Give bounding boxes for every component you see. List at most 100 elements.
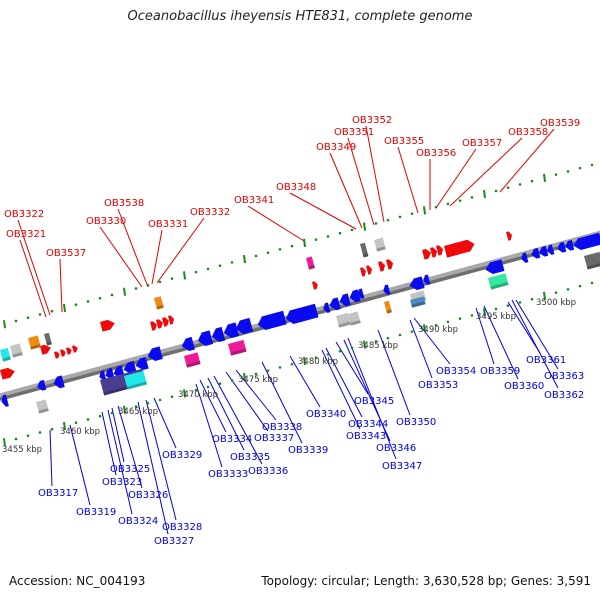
- gene-label-reverse[interactable]: OB3336: [248, 466, 288, 477]
- reverse-gene[interactable]: [134, 356, 149, 372]
- darkgray-gene[interactable]: [360, 242, 369, 258]
- gene-label-forward[interactable]: OB3358: [508, 127, 548, 138]
- reverse-gene[interactable]: [52, 375, 65, 389]
- reverse-gene[interactable]: [538, 245, 549, 258]
- gene-label-forward[interactable]: OB3348: [276, 182, 316, 193]
- steelblue-gene[interactable]: [410, 296, 426, 308]
- forward-gene[interactable]: [312, 281, 319, 290]
- gray-gene[interactable]: [36, 399, 49, 414]
- gene-label-reverse[interactable]: OB3329: [162, 450, 202, 461]
- cyan-gene[interactable]: [124, 370, 147, 390]
- gene-label-reverse[interactable]: OB3324: [118, 516, 158, 527]
- reverse-gene[interactable]: [338, 293, 351, 307]
- forward-gene[interactable]: [422, 248, 432, 260]
- reverse-gene[interactable]: [556, 241, 567, 254]
- forward-gene[interactable]: [162, 316, 170, 327]
- gene-label-forward[interactable]: OB3351: [334, 127, 374, 138]
- gene-label-forward[interactable]: OB3341: [234, 195, 274, 206]
- forward-gene[interactable]: [444, 238, 476, 258]
- gene-label-forward[interactable]: OB3356: [416, 148, 456, 159]
- forward-gene[interactable]: [168, 315, 175, 325]
- gene-label-forward[interactable]: OB3357: [462, 138, 502, 149]
- gene-label-forward[interactable]: OB3538: [104, 198, 144, 209]
- gene-label-reverse[interactable]: OB3317: [38, 488, 78, 499]
- forward-gene[interactable]: [378, 260, 386, 272]
- gene-label-reverse[interactable]: OB3346: [376, 443, 416, 454]
- gene-label-forward[interactable]: OB3331: [148, 219, 188, 230]
- gene-label-reverse[interactable]: OB3337: [254, 433, 294, 444]
- gene-label-forward[interactable]: OB3355: [384, 136, 424, 147]
- forward-gene[interactable]: [360, 267, 367, 277]
- pink-gene[interactable]: [228, 339, 247, 356]
- reverse-gene[interactable]: [356, 288, 365, 299]
- forward-gene[interactable]: [40, 343, 52, 355]
- gene-label-reverse[interactable]: OB3340: [306, 409, 346, 420]
- forward-gene[interactable]: [436, 244, 444, 256]
- forward-gene[interactable]: [72, 345, 79, 353]
- gray-gene[interactable]: [336, 312, 351, 328]
- forward-gene[interactable]: [60, 349, 67, 357]
- reverse-gene[interactable]: [210, 326, 226, 344]
- reverse-gene[interactable]: [322, 302, 331, 313]
- reverse-gene[interactable]: [520, 252, 529, 263]
- gene-label-reverse[interactable]: OB3323: [102, 477, 142, 488]
- green-gene[interactable]: [488, 273, 509, 290]
- gene-label-reverse[interactable]: OB3344: [348, 419, 388, 430]
- reverse-gene[interactable]: [180, 336, 195, 353]
- reverse-gene[interactable]: [572, 232, 600, 252]
- reverse-gene[interactable]: [122, 360, 137, 376]
- forward-gene[interactable]: [150, 320, 158, 331]
- forward-gene[interactable]: [430, 246, 438, 258]
- forward-gene[interactable]: [386, 258, 394, 270]
- cyan-gene[interactable]: [0, 347, 11, 362]
- gene-label-reverse[interactable]: OB3363: [544, 371, 584, 382]
- gene-label-forward[interactable]: OB3330: [86, 216, 126, 227]
- reverse-gene[interactable]: [36, 379, 47, 392]
- reverse-gene[interactable]: [196, 330, 214, 347]
- gene-label-reverse[interactable]: OB3334: [212, 434, 252, 445]
- gray-gene[interactable]: [374, 237, 386, 252]
- reverse-gene[interactable]: [146, 346, 163, 362]
- gene-label-reverse[interactable]: OB3350: [396, 417, 436, 428]
- reverse-gene[interactable]: [0, 394, 9, 407]
- forward-gene[interactable]: [506, 231, 513, 241]
- gene-label-reverse[interactable]: OB3335: [230, 452, 270, 463]
- gene-label-forward[interactable]: OB3352: [352, 115, 392, 126]
- gene-label-reverse[interactable]: OB3360: [504, 381, 544, 392]
- reverse-gene[interactable]: [564, 239, 575, 252]
- gene-label-forward[interactable]: OB3349: [316, 142, 356, 153]
- orange-gene[interactable]: [28, 335, 41, 350]
- orange-gene[interactable]: [153, 296, 164, 310]
- reverse-gene[interactable]: [104, 367, 115, 381]
- gene-label-reverse[interactable]: OB3333: [208, 469, 248, 480]
- gene-label-reverse[interactable]: OB3354: [436, 366, 476, 377]
- gene-label-reverse[interactable]: OB3353: [418, 380, 458, 391]
- reverse-gene[interactable]: [408, 276, 425, 291]
- gray-gene[interactable]: [348, 311, 361, 326]
- gene-label-reverse[interactable]: OB3325: [110, 464, 150, 475]
- forward-gene[interactable]: [100, 318, 116, 332]
- gene-label-reverse[interactable]: OB3347: [382, 461, 422, 472]
- gene-label-forward[interactable]: OB3537: [46, 248, 86, 259]
- forward-gene[interactable]: [156, 318, 164, 329]
- darkgray-gene[interactable]: [584, 251, 600, 270]
- reverse-gene[interactable]: [546, 244, 555, 255]
- forward-gene[interactable]: [366, 265, 373, 275]
- reverse-gene[interactable]: [234, 317, 254, 336]
- gene-label-reverse[interactable]: OB3361: [526, 355, 566, 366]
- pink-gene[interactable]: [306, 256, 315, 270]
- gene-label-forward[interactable]: OB3539: [540, 118, 580, 129]
- gene-label-reverse[interactable]: OB3327: [154, 536, 194, 547]
- reverse-gene[interactable]: [422, 274, 431, 285]
- reverse-gene[interactable]: [328, 297, 341, 311]
- reverse-gene[interactable]: [222, 322, 240, 339]
- forward-gene[interactable]: [0, 366, 16, 380]
- gene-label-reverse[interactable]: OB3328: [162, 522, 202, 533]
- reverse-gene[interactable]: [98, 370, 107, 381]
- forward-gene[interactable]: [66, 347, 73, 355]
- reverse-gene[interactable]: [382, 284, 391, 295]
- reverse-gene[interactable]: [484, 259, 505, 275]
- gene-label-forward[interactable]: OB3322: [4, 209, 44, 220]
- gene-label-reverse[interactable]: OB3338: [262, 422, 302, 433]
